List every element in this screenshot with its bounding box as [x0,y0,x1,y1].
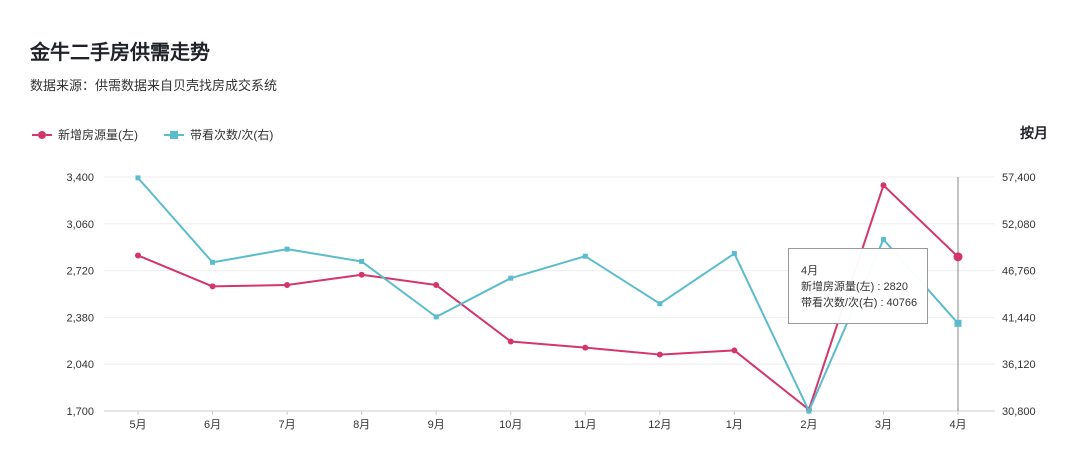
data-point-right [508,275,514,281]
period-toggle-button[interactable]: 按月 [1020,125,1048,141]
chart-title: 金牛二手房供需走势 [30,42,210,64]
data-point-right [954,319,962,327]
y-right-tick-label: 57,400 [1002,172,1036,184]
legend-circle-marker-icon [32,129,52,141]
data-point-right [284,246,290,252]
legend-label-left-series: 新增房源量(左) [58,128,138,142]
y-right-tick-label: 41,440 [1002,312,1036,324]
data-point-right [880,236,886,242]
data-point-left [507,338,514,345]
data-point-left [433,282,440,289]
y-left-tick-label: 1,700 [66,406,94,418]
x-tick-label: 7月 [279,419,296,431]
data-point-right [359,258,365,264]
y-right-tick-label: 52,080 [1002,219,1036,231]
series-line-left [137,184,959,411]
data-point-left [656,351,663,358]
tooltip: 4月 新增房源量(左) : 2820 带看次数/次(右) : 40766 [788,248,928,324]
x-tick-label: 4月 [949,419,966,431]
x-tick-label: 12月 [648,419,671,431]
data-point-left [358,271,365,278]
data-point-left [135,252,141,259]
y-left-tick-label: 2,380 [66,312,94,324]
chart-subtitle: 数据来源：供需数据来自贝壳找房成交系统 [30,78,278,93]
x-tick-label: 2月 [800,419,817,431]
y-left-tick-label: 3,060 [66,219,94,231]
tooltip-line-right: 带看次数/次(右) : 40766 [801,297,918,309]
x-tick-label: 3月 [875,419,892,431]
data-point-left [582,344,589,351]
data-point-right [657,301,663,307]
data-point-right [582,253,588,259]
legend-label-right-series: 带看次数/次(右) [190,128,274,142]
data-point-left [284,282,291,289]
series-line-right [137,177,959,412]
data-point-left [209,283,216,290]
data-point-right [433,314,439,320]
x-tick-label: 11月 [574,419,596,431]
data-point-right [731,251,737,257]
x-tick-label: 9月 [428,419,445,431]
y-right-tick-label: 46,760 [1002,266,1036,278]
data-point-left [731,347,738,354]
y-right-tick-label: 30,800 [1002,406,1036,418]
legend-square-marker-icon [164,129,184,141]
data-point-right [806,408,812,414]
y-left-tick-label: 3,400 [66,172,94,184]
y-right-tick-label: 36,120 [1002,359,1036,371]
y-left-tick-label: 2,720 [66,266,94,278]
data-point-left [953,252,963,262]
tooltip-line-left: 新增房源量(左) : 2820 [801,281,908,293]
data-point-left [880,182,887,189]
x-tick-label: 10月 [499,419,522,431]
x-tick-label: 5月 [129,419,146,431]
tooltip-title: 4月 [801,265,819,277]
legend: 新增房源量(左) 带看次数/次(右) [32,126,273,143]
legend-item-left-series[interactable]: 新增房源量(左) [32,126,138,143]
x-tick-label: 6月 [204,419,221,431]
x-tick-label: 8月 [353,419,370,431]
x-tick-label: 1月 [726,419,743,431]
y-left-tick-label: 2,040 [66,359,94,371]
data-point-right [135,175,141,181]
legend-item-right-series[interactable]: 带看次数/次(右) [164,126,273,143]
data-point-right [210,259,216,265]
